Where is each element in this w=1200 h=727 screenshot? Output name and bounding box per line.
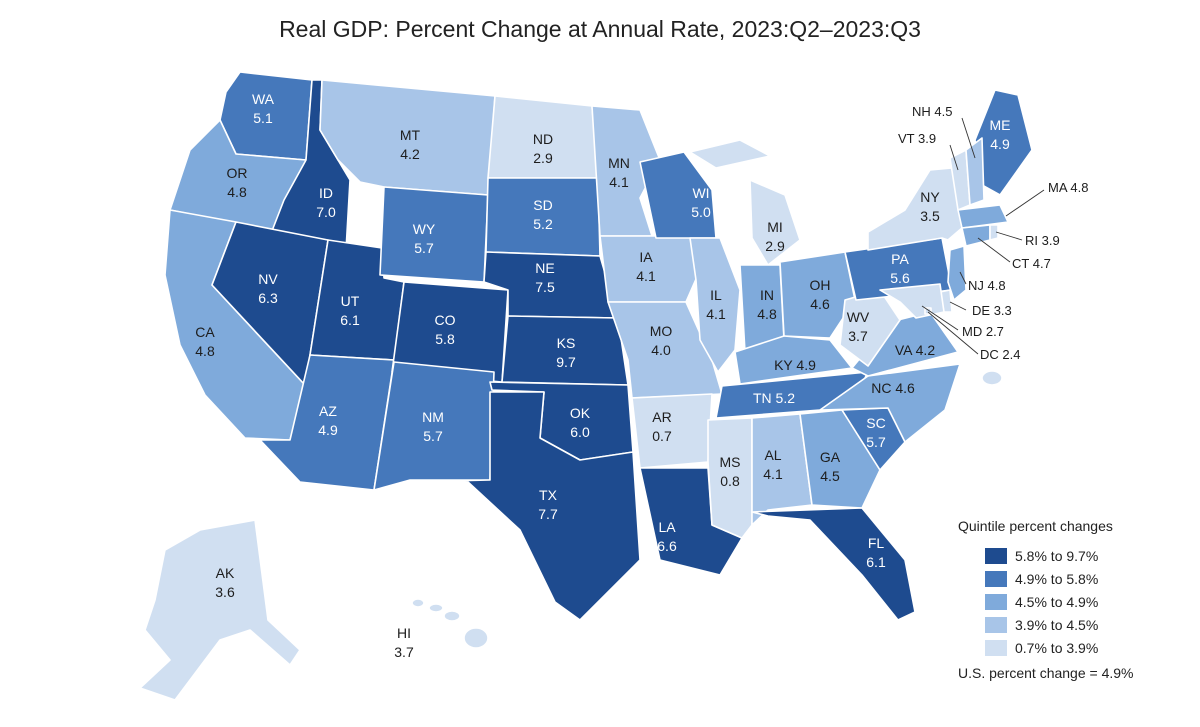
state-CT[interactable] <box>961 224 991 247</box>
label-OK: OK 6.0 <box>570 405 591 440</box>
label-MA: MA 4.8 <box>1048 180 1089 195</box>
state-AK[interactable] <box>139 519 301 701</box>
label-LA: LA 6.6 <box>657 519 677 554</box>
state-MI[interactable] <box>689 139 801 266</box>
label-ND: ND 2.9 <box>533 131 553 166</box>
legend-label: 3.9% to 4.5% <box>1015 616 1099 633</box>
leader-line-md <box>921 305 959 331</box>
label-TX: TX 7.7 <box>538 487 558 522</box>
label-KY: KY 4.9 <box>774 357 816 373</box>
label-KS: KS 9.7 <box>556 335 576 370</box>
legend-label: 5.8% to 9.7% <box>1015 547 1099 564</box>
legend-item: 5.8% to 9.7% <box>958 544 1168 567</box>
label-ME: ME 4.9 <box>990 117 1011 152</box>
map-title: Real GDP: Percent Change at Annual Rate,… <box>279 16 921 42</box>
label-CA: CA 4.8 <box>195 324 215 359</box>
legend-swatch <box>985 547 1007 564</box>
state-IL[interactable] <box>689 237 741 373</box>
state-NJ[interactable] <box>947 245 967 301</box>
label-NC: NC 4.6 <box>871 380 915 396</box>
label-AZ: AZ 4.9 <box>318 403 338 438</box>
legend-label: 0.7% to 3.9% <box>1015 639 1099 656</box>
label-UT: UT 6.1 <box>340 293 360 328</box>
label-PA: PA 5.6 <box>890 251 910 286</box>
legend-item: 4.5% to 4.9% <box>958 590 1168 613</box>
label-MI: MI 2.9 <box>765 219 785 254</box>
chesapeake-island-shape <box>981 370 1003 386</box>
label-FL: FL 6.1 <box>866 535 886 570</box>
label-SC: SC 5.7 <box>866 415 886 450</box>
label-CT: CT 4.7 <box>1012 256 1051 271</box>
legend-swatch <box>985 639 1007 656</box>
legend-swatch <box>985 616 1007 633</box>
label-WV: WV 3.7 <box>847 309 870 344</box>
state-AR[interactable] <box>631 393 713 469</box>
label-IA: IA 4.1 <box>636 249 656 284</box>
label-MN: MN 4.1 <box>608 155 630 190</box>
label-NY: NY 3.5 <box>920 189 940 224</box>
label-ID: ID 7.0 <box>316 185 336 220</box>
legend-label: 4.5% to 4.9% <box>1015 593 1099 610</box>
leader-line-ri <box>995 231 1023 241</box>
state-WI[interactable] <box>639 151 717 239</box>
state-NY[interactable] <box>867 167 963 251</box>
leader-line-nh <box>961 117 976 159</box>
state-NM[interactable] <box>373 361 495 491</box>
label-IL: IL 4.1 <box>706 287 726 322</box>
label-DE: DE 3.3 <box>972 303 1012 318</box>
label-NE: NE 7.5 <box>535 260 555 295</box>
legend: Quintile percent changes 5.8% to 9.7% 4.… <box>958 518 1168 681</box>
state-NH[interactable] <box>965 137 985 206</box>
label-MS: MS 0.8 <box>720 454 741 489</box>
legend-item: 3.9% to 4.5% <box>958 613 1168 636</box>
label-WY: WY 5.7 <box>413 221 436 256</box>
legend-swatch <box>985 570 1007 587</box>
label-NJ: NJ 4.8 <box>968 278 1006 293</box>
legend-title: Quintile percent changes <box>958 518 1113 534</box>
leader-line-vt <box>949 144 959 171</box>
state-AL[interactable] <box>751 413 813 526</box>
label-NM: NM 5.7 <box>422 409 444 444</box>
label-RI: RI 3.9 <box>1025 233 1060 248</box>
label-GA: GA 4.5 <box>820 449 841 484</box>
label-DC: DC 2.4 <box>980 347 1020 362</box>
label-AR: AR 0.7 <box>652 409 672 444</box>
leader-line-dc <box>927 311 979 355</box>
label-MD: MD 2.7 <box>962 324 1004 339</box>
label-AL: AL 4.1 <box>763 447 783 482</box>
state-KY[interactable] <box>734 335 853 385</box>
label-VT: VT 3.9 <box>898 131 936 146</box>
us-percent-change: U.S. percent change = 4.9% <box>958 665 1134 681</box>
label-WI: WI 5.0 <box>691 185 711 220</box>
label-IN: IN 4.8 <box>757 287 777 322</box>
legend-label: 4.9% to 5.8% <box>1015 570 1099 587</box>
label-WA: WA 5.1 <box>252 91 275 126</box>
label-VA: VA 4.2 <box>895 342 935 358</box>
label-NV: NV 6.3 <box>258 271 278 306</box>
legend-item: 4.9% to 5.8% <box>958 567 1168 590</box>
label-MO: MO 4.0 <box>650 323 673 358</box>
leader-line-nj <box>959 271 967 285</box>
legend-item: 0.7% to 3.9% <box>958 636 1168 659</box>
leader-line-ct <box>977 237 1011 263</box>
state-HI[interactable] <box>411 598 489 649</box>
label-CO: CO 5.8 <box>435 312 456 347</box>
state-TX[interactable] <box>409 391 641 621</box>
leader-line-de <box>949 301 967 311</box>
label-MT: MT 4.2 <box>400 127 421 162</box>
label-NH: NH 4.5 <box>912 104 952 119</box>
label-HI: HI 3.7 <box>394 625 414 660</box>
label-OR: OR 4.8 <box>227 165 248 200</box>
state-GA[interactable] <box>799 409 881 509</box>
label-AK: AK 3.6 <box>215 565 235 600</box>
label-SD: SD 5.2 <box>533 197 553 232</box>
label-OH: OH 4.6 <box>810 277 831 312</box>
state-MA[interactable] <box>957 204 1009 229</box>
legend-swatch <box>985 593 1007 610</box>
state-RI[interactable] <box>989 224 999 241</box>
state-FL[interactable] <box>751 507 916 621</box>
label-TN: TN 5.2 <box>753 390 795 406</box>
leader-line-ma <box>1005 189 1045 217</box>
